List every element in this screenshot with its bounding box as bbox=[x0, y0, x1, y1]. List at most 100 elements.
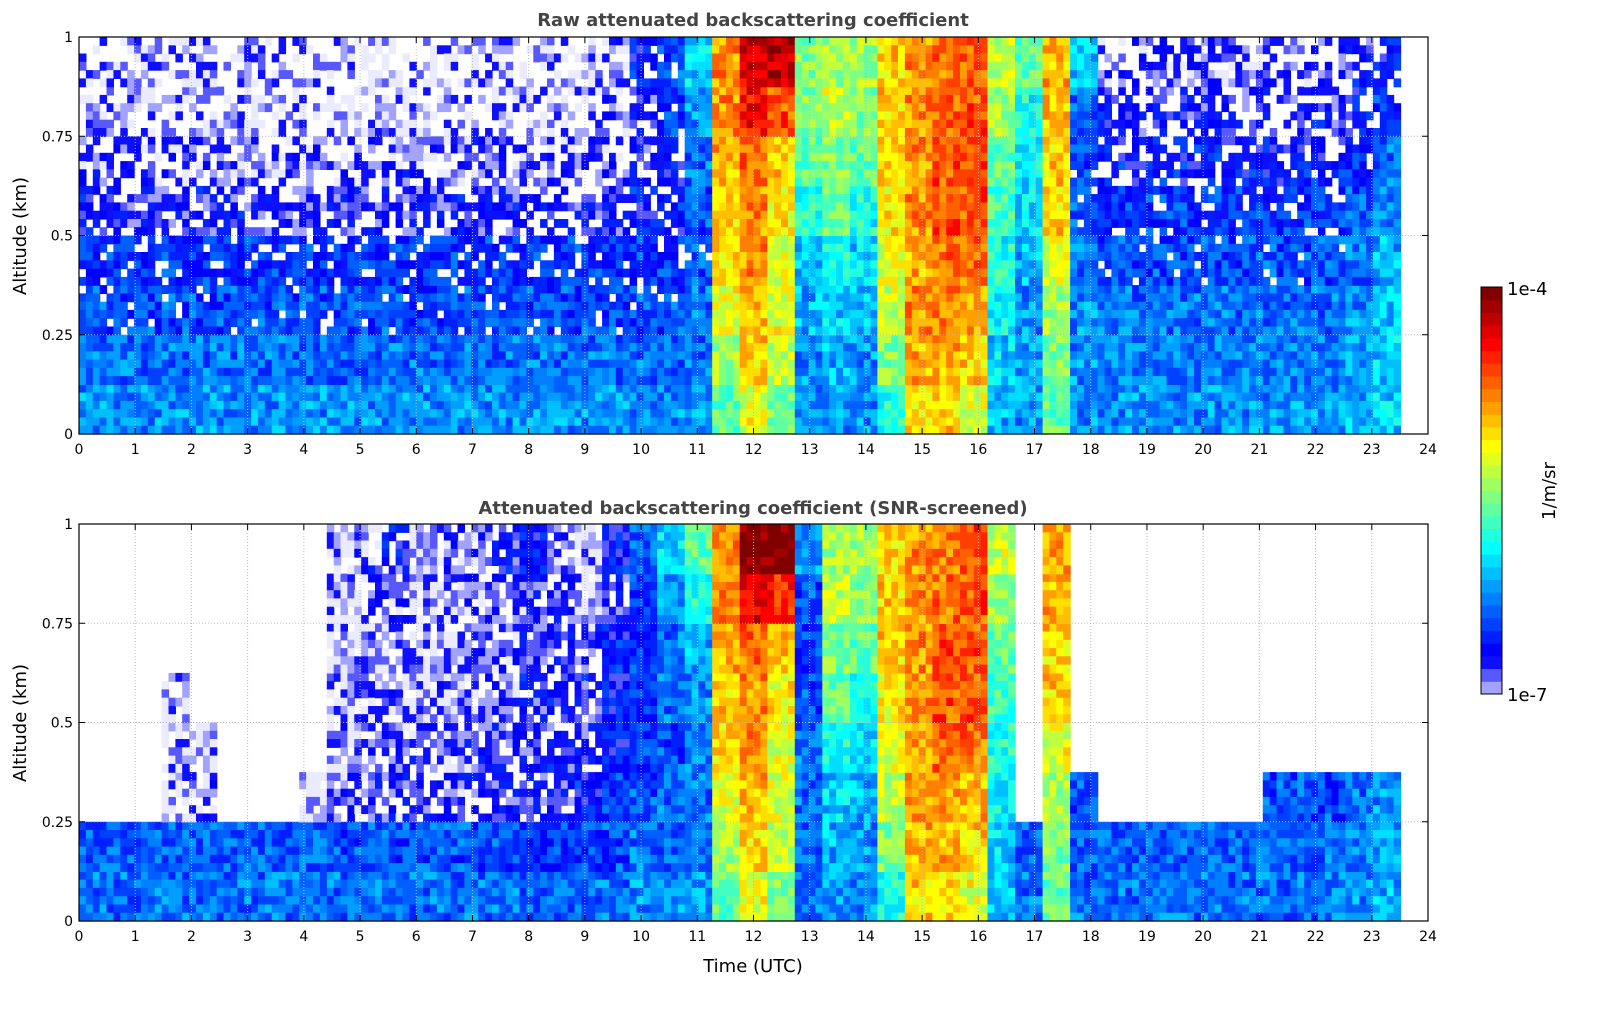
heatmap-cell bbox=[244, 37, 272, 87]
heatmap-cell bbox=[437, 384, 465, 434]
heatmap-cell bbox=[520, 186, 548, 236]
heatmap-cell bbox=[107, 87, 135, 137]
heatmap-cell bbox=[354, 285, 382, 335]
heatmap-cell bbox=[134, 186, 162, 236]
x-tick-label: 1 bbox=[131, 929, 140, 945]
heatmap-cell bbox=[822, 236, 850, 286]
heatmap-cell bbox=[932, 285, 960, 335]
x-tick-label: 5 bbox=[356, 929, 365, 945]
heatmap-cell bbox=[602, 524, 630, 574]
heatmap-cell bbox=[1180, 335, 1208, 385]
heatmap-cell bbox=[1015, 186, 1043, 236]
heatmap-cell bbox=[822, 574, 850, 624]
heatmap-cell bbox=[602, 772, 630, 822]
heatmap-cell bbox=[932, 136, 960, 186]
colorbar-segment bbox=[1481, 402, 1502, 415]
heatmap-cell bbox=[657, 822, 685, 872]
heatmap-cell bbox=[1070, 822, 1098, 872]
heatmap-cell bbox=[740, 822, 768, 872]
heatmap-cell bbox=[767, 87, 795, 137]
heatmap-cell bbox=[492, 285, 520, 335]
heatmap-cell bbox=[822, 384, 850, 434]
heatmap-cell bbox=[409, 871, 437, 921]
heatmap-cell bbox=[162, 37, 190, 87]
heatmap-cell bbox=[960, 574, 988, 624]
heatmap-cell bbox=[575, 236, 603, 286]
heatmap-cell bbox=[822, 772, 850, 822]
heatmap-cell bbox=[437, 285, 465, 335]
heatmap-cell bbox=[1208, 335, 1236, 385]
heatmap-cell bbox=[464, 236, 492, 286]
heatmap-cell bbox=[877, 285, 905, 335]
heatmap-cell bbox=[382, 822, 410, 872]
heatmap-cell bbox=[1318, 822, 1346, 872]
colorbar-segment bbox=[1481, 529, 1502, 542]
heatmap-cell bbox=[1070, 772, 1098, 822]
heatmap-cell bbox=[464, 772, 492, 822]
heatmap-cell bbox=[905, 822, 933, 872]
heatmap-cell bbox=[492, 723, 520, 773]
colorbar-min-label: 1e-7 bbox=[1507, 685, 1547, 706]
colorbar-segment bbox=[1481, 618, 1502, 631]
heatmap-cell bbox=[134, 136, 162, 186]
heatmap-cell bbox=[1373, 384, 1401, 434]
x-tick-label: 14 bbox=[857, 442, 875, 458]
heatmap-cell bbox=[905, 335, 933, 385]
heatmap-cell bbox=[740, 723, 768, 773]
heatmap-cell bbox=[685, 524, 713, 574]
heatmap-cell bbox=[1015, 335, 1043, 385]
heatmap-cell bbox=[547, 822, 575, 872]
heatmap-cell bbox=[1043, 673, 1071, 723]
heatmap-cell bbox=[850, 87, 878, 137]
heatmap-cell bbox=[1015, 87, 1043, 137]
heatmap-cell bbox=[960, 623, 988, 673]
heatmap-cell bbox=[575, 136, 603, 186]
heatmap-cell bbox=[1208, 37, 1236, 87]
heatmap-cell bbox=[1290, 335, 1318, 385]
colorbar-unit-label: 1/m/sr bbox=[1539, 461, 1560, 519]
heatmap-cell bbox=[1043, 723, 1071, 773]
heatmap-cell bbox=[162, 335, 190, 385]
heatmap-cell bbox=[822, 186, 850, 236]
heatmap-cell bbox=[712, 236, 740, 286]
heatmap-cell bbox=[189, 871, 217, 921]
heatmap-cell bbox=[575, 87, 603, 137]
heatmap-cell bbox=[382, 723, 410, 773]
heatmap-cell bbox=[437, 723, 465, 773]
heatmap-cell bbox=[767, 623, 795, 673]
heatmap-cell bbox=[354, 335, 382, 385]
heatmap-cell bbox=[189, 87, 217, 137]
heatmap-cell bbox=[520, 37, 548, 87]
heatmap-cell bbox=[244, 871, 272, 921]
heatmap-cell bbox=[134, 335, 162, 385]
heatmap-cell bbox=[492, 335, 520, 385]
colorbar-segment bbox=[1481, 338, 1502, 351]
colorbar-segment bbox=[1481, 363, 1502, 376]
heatmap-cell bbox=[850, 236, 878, 286]
heatmap-cell bbox=[520, 772, 548, 822]
heatmap-cell bbox=[630, 723, 658, 773]
heatmap-cell bbox=[354, 384, 382, 434]
colorbar-segment bbox=[1481, 580, 1502, 593]
heatmap-cell bbox=[767, 335, 795, 385]
heatmap-cell bbox=[107, 136, 135, 186]
heatmap-cell bbox=[1153, 285, 1181, 335]
heatmap-cell bbox=[685, 37, 713, 87]
heatmap-cell bbox=[960, 335, 988, 385]
heatmap-cell bbox=[712, 285, 740, 335]
x-tick-label: 15 bbox=[913, 442, 931, 458]
colorbar-segment bbox=[1481, 516, 1502, 529]
x-tick-label: 8 bbox=[524, 929, 533, 945]
heatmap-cell bbox=[960, 384, 988, 434]
heatmap-cell bbox=[657, 87, 685, 137]
heatmap-cell bbox=[1125, 871, 1153, 921]
heatmap-cell bbox=[932, 186, 960, 236]
heatmap-cell bbox=[1290, 384, 1318, 434]
heatmap-cell bbox=[189, 37, 217, 87]
heatmap-cell bbox=[354, 871, 382, 921]
heatmap-cell bbox=[685, 723, 713, 773]
heatmap-cell bbox=[162, 673, 190, 723]
heatmap-cell bbox=[1015, 236, 1043, 286]
heatmap-cell bbox=[327, 37, 355, 79]
